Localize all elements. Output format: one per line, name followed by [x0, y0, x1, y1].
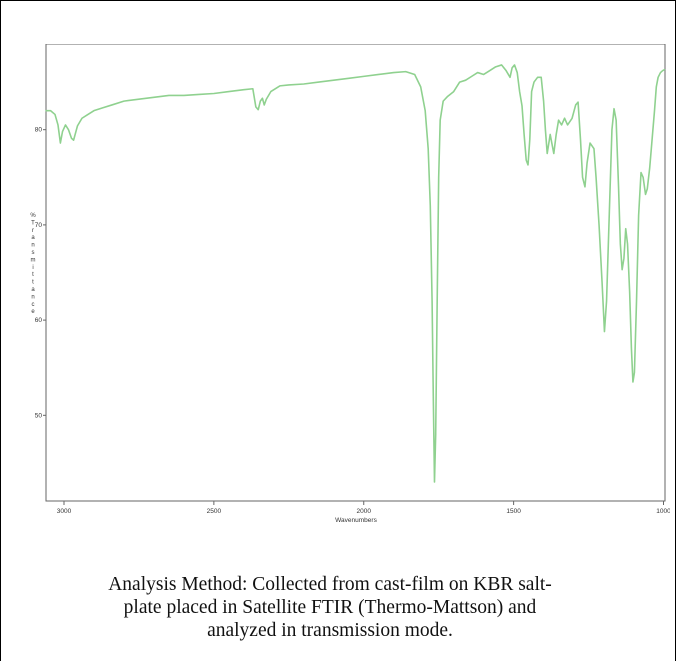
x-axis-ticks: 3000 2500 2000 1500 1000	[57, 501, 671, 515]
figure-caption: Analysis Method: Collected from cast-fil…	[30, 573, 630, 642]
x-axis-label: Wavenumbers	[335, 517, 377, 524]
y-axis-label-char: t	[32, 280, 34, 286]
x-tick-label: 1000	[656, 508, 670, 515]
y-axis-label-char: t	[32, 272, 34, 278]
ftir-chart: 3000 2500 2000 1500 1000 50 60 70 80 Wavenumber…	[30, 43, 671, 534]
y-axis-label-char: n	[31, 243, 34, 249]
x-tick-label: 2000	[357, 508, 372, 515]
plot-area	[45, 43, 666, 502]
y-axis-ticks: 50 60 70 80	[35, 127, 46, 419]
y-axis-label-char: r	[32, 228, 34, 234]
y-axis-label-char: i	[32, 265, 33, 271]
caption-line-2: plate placed in Satellite FTIR (Thermo-M…	[123, 597, 537, 618]
caption-line-1: Analysis Method: Collected from cast-fil…	[108, 574, 552, 595]
x-tick-label: 1500	[506, 508, 521, 515]
x-tick-label: 3000	[57, 508, 72, 515]
y-tick-label: 60	[35, 317, 43, 324]
y-axis-label-char: a	[31, 235, 35, 241]
y-axis-label-char: e	[31, 309, 35, 315]
chart-svg: 3000 2500 2000 1500 1000 50 60 70 80 Wavenumber…	[30, 43, 671, 524]
transmittance-series-line	[45, 64, 666, 483]
y-axis-label-char: c	[32, 302, 35, 308]
y-axis-label-char: n	[31, 294, 34, 300]
y-axis-label-char: T	[31, 220, 35, 226]
caption-line-3: analyzed in transmission mode.	[207, 620, 453, 641]
series-group	[45, 64, 666, 483]
y-axis-label-char: s	[32, 250, 35, 256]
x-tick-label: 2500	[207, 508, 222, 515]
y-tick-label: 50	[35, 412, 43, 419]
y-tick-label: 80	[35, 127, 43, 134]
y-axis-label-char: a	[31, 287, 35, 293]
y-axis-label-char: %	[30, 213, 36, 219]
y-tick-label: 70	[35, 222, 43, 229]
y-axis-label-char: m	[31, 257, 36, 263]
